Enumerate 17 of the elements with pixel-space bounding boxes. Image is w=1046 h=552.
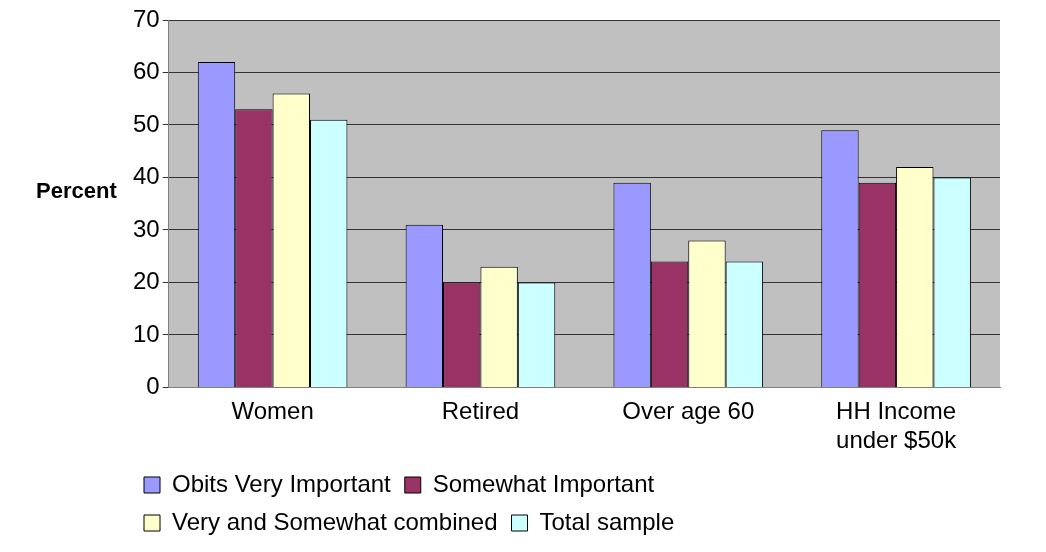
y-tick-label: 70	[132, 4, 160, 32]
legend-label: Obits Very Important	[172, 469, 392, 497]
x-tick-label: HH Income under $50k	[836, 397, 958, 454]
y-tick-label: 30	[132, 214, 160, 242]
y-tick-label: 10	[132, 319, 160, 347]
legend-label: Somewhat Important	[432, 469, 655, 497]
x-tick-label: Retired	[441, 397, 520, 425]
y-tick-label: 40	[132, 162, 160, 190]
y-tick-label: 0	[146, 372, 160, 400]
y-tick-label: 60	[132, 57, 160, 85]
x-tick-label: Over age 60	[622, 397, 755, 425]
legend-label: Total sample	[539, 507, 675, 535]
legend-label: Very and Somewhat combined	[172, 507, 498, 535]
y-axis-title: Percent	[36, 178, 117, 204]
y-tick-label: 50	[132, 109, 160, 137]
x-tick-label: Women	[231, 397, 314, 425]
y-tick-label: 20	[132, 267, 160, 295]
